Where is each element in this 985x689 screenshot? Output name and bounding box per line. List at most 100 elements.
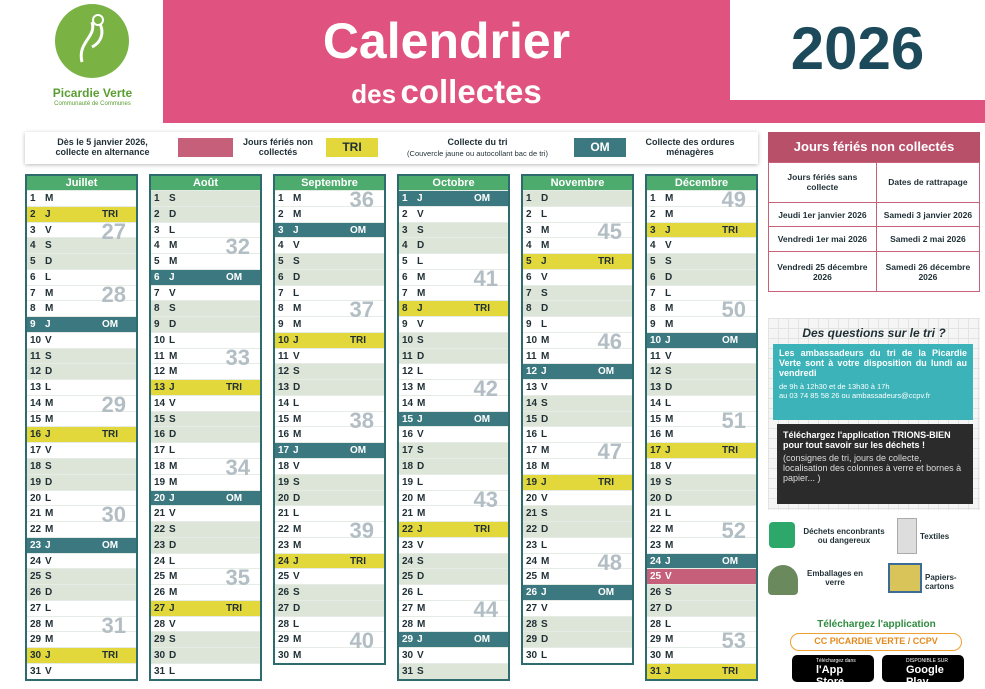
subtitle-main: collectes — [400, 73, 542, 110]
day-number: 9 — [402, 319, 408, 331]
day-row: 12 S — [647, 363, 756, 380]
day-letter: D — [417, 461, 425, 473]
day-number: 15 — [30, 413, 42, 425]
day-letter: L — [541, 208, 548, 220]
google-play-badge[interactable]: DISPONIBLE SUR Google Play — [882, 655, 964, 688]
day-number: 7 — [526, 287, 532, 299]
day-row: 19 D — [27, 473, 136, 490]
day-number: 20 — [154, 492, 166, 504]
day-row: 10 L — [151, 331, 260, 348]
day-letter: L — [665, 397, 672, 409]
day-number: 14 — [402, 397, 414, 409]
day-letter: V — [293, 461, 300, 473]
day-row: 24 L — [151, 552, 260, 569]
day-row: 18 S — [27, 458, 136, 474]
day-row: 12 L — [399, 363, 508, 379]
day-letter: L — [541, 429, 548, 441]
day-row: 23 J OM — [27, 536, 136, 553]
day-number: 30 — [526, 650, 538, 662]
day-row: 1 M 36 — [275, 189, 384, 211]
day-letter: M — [45, 413, 54, 425]
day-row: 30 M — [647, 647, 756, 663]
day-number: 3 — [30, 224, 36, 236]
day-letter: D — [665, 271, 673, 283]
day-letter: M — [665, 319, 674, 331]
ambassadors-contact: au 03 74 85 58 26 ou ambassadeurs@ccpv.f… — [779, 391, 931, 400]
day-number: 9 — [278, 319, 284, 331]
day-number: 6 — [154, 271, 160, 283]
week-number: 35 — [225, 565, 250, 591]
day-number: 28 — [30, 618, 42, 630]
legend-alternance: Dès le 5 janvier 2026, collecte en alter… — [55, 137, 150, 157]
week-number: 41 — [473, 265, 498, 291]
day-number: 19 — [650, 476, 662, 488]
day-letter: M — [541, 555, 550, 567]
day-number: 15 — [278, 413, 290, 425]
day-number: 30 — [154, 650, 166, 662]
day-row: 12 S — [275, 363, 384, 380]
day-letter: M — [541, 224, 550, 236]
day-number: 29 — [650, 634, 662, 646]
day-row: 11 D — [399, 347, 508, 364]
day-row: 15 M 38 — [275, 407, 384, 433]
day-number: 26 — [154, 587, 166, 599]
day-letter: V — [665, 571, 672, 583]
week-number: 46 — [597, 328, 622, 354]
week-number: 28 — [101, 281, 126, 307]
day-number: 20 — [402, 492, 414, 504]
holidays-row: Vendredi 1er mai 2026 Samedi 2 mai 2026 — [768, 226, 981, 253]
day-row: 17 V — [27, 442, 136, 458]
day-letter: L — [665, 287, 672, 299]
day-letter: M — [169, 366, 178, 378]
day-number: 21 — [650, 508, 662, 520]
day-letter: M — [665, 193, 674, 204]
day-number: 9 — [30, 319, 36, 331]
day-number: 12 — [526, 366, 538, 378]
search-box[interactable]: CC PICARDIE VERTE / CCPV — [790, 633, 962, 651]
day-number: 10 — [278, 334, 290, 346]
day-letter: J — [665, 445, 671, 457]
day-number: 18 — [402, 461, 414, 473]
day-row: 3 J TRI — [647, 221, 756, 238]
holidays-cell: Vendredi 1er mai 2026 — [768, 226, 877, 253]
day-row: 22 S — [151, 521, 260, 537]
day-letter: D — [293, 602, 301, 614]
day-letter: S — [665, 476, 672, 488]
day-row: 15 D — [523, 410, 632, 427]
day-number: 17 — [30, 445, 42, 457]
week-number: 43 — [473, 486, 498, 512]
month-name: Août — [151, 176, 260, 190]
week-number: 27 — [101, 218, 126, 244]
day-row: 28 L — [647, 615, 756, 632]
day-row: 20 L — [27, 489, 136, 506]
collection-tag: TRI — [473, 303, 491, 315]
day-row: 19 S — [275, 473, 384, 490]
day-letter: M — [417, 602, 426, 614]
day-row: 13 V — [523, 379, 632, 395]
holidays-row: Vendredi 25 décembre 2026 Samedi 26 décem… — [768, 251, 981, 292]
day-row: 22 M — [27, 521, 136, 537]
day-letter: M — [541, 350, 550, 362]
day-letter: M — [45, 287, 54, 299]
day-letter: S — [293, 476, 300, 488]
day-letter: M — [169, 350, 178, 362]
day-row: 20 D — [275, 489, 384, 506]
day-row: 19 M — [151, 473, 260, 490]
week-number: 38 — [349, 407, 374, 433]
day-letter: M — [541, 461, 550, 473]
day-letter: S — [45, 571, 52, 583]
day-row: 28 V — [151, 615, 260, 632]
day-letter: D — [169, 429, 177, 441]
day-number: 24 — [154, 555, 166, 567]
day-number: 14 — [278, 397, 290, 409]
holidays-cell: Samedi 3 janvier 2026 — [875, 201, 981, 228]
day-number: 13 — [402, 382, 414, 394]
day-number: 31 — [154, 665, 166, 677]
day-letter: J — [293, 555, 299, 567]
day-number: 7 — [30, 287, 36, 299]
day-row: 26 S — [647, 584, 756, 600]
app-store-badge[interactable]: Téléchargez dans l'App Store — [792, 655, 874, 688]
